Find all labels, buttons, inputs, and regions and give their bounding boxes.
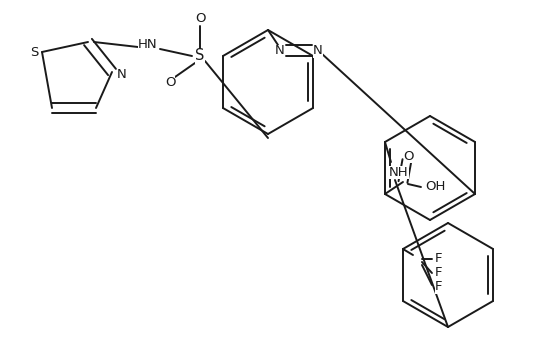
Text: NH: NH [389,165,409,178]
Text: N: N [117,68,127,81]
Text: S: S [30,45,38,58]
Text: F: F [435,281,443,294]
Text: N: N [313,44,323,57]
Text: HN: HN [138,38,158,50]
Text: O: O [404,150,414,163]
Text: OH: OH [425,181,445,194]
Text: F: F [435,266,443,279]
Text: O: O [165,75,175,88]
Text: O: O [195,12,206,25]
Text: S: S [195,49,205,63]
Text: N: N [275,44,285,57]
Text: F: F [435,252,443,265]
